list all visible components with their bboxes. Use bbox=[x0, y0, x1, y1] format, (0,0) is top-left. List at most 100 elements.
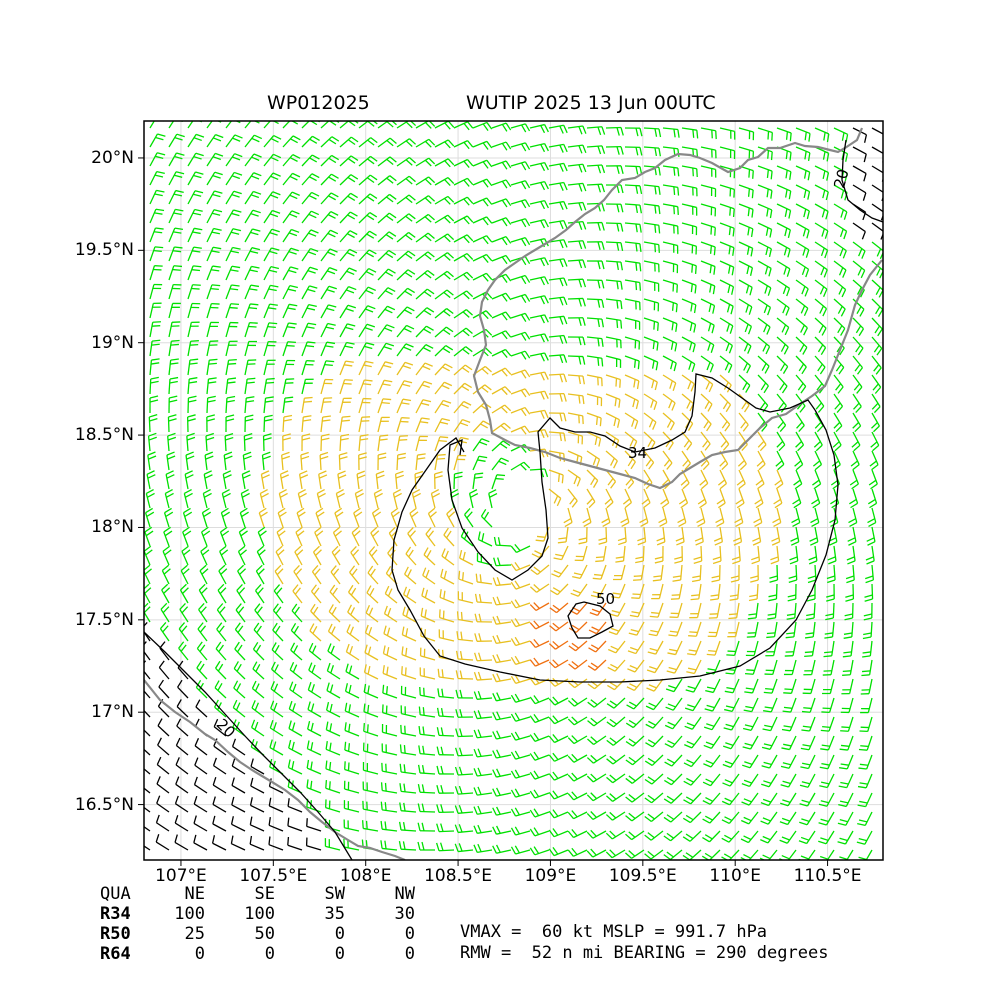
wind-barb bbox=[605, 450, 618, 469]
wind-barb bbox=[155, 834, 170, 851]
wind-barb bbox=[663, 830, 683, 842]
wind-barb bbox=[557, 526, 569, 544]
wind-barb bbox=[155, 814, 170, 832]
wind-barb bbox=[474, 593, 493, 604]
wind-barb bbox=[244, 414, 254, 433]
wind-barb bbox=[174, 834, 189, 851]
wind-barb bbox=[744, 678, 759, 694]
wind-barb bbox=[144, 526, 154, 547]
wind-barb bbox=[567, 374, 585, 385]
wind-barb bbox=[244, 396, 255, 414]
wind-barb bbox=[529, 620, 550, 630]
wind-barb bbox=[781, 735, 797, 751]
wind-barb bbox=[510, 618, 531, 628]
wind-barb bbox=[776, 431, 786, 452]
wind-barb bbox=[852, 298, 865, 317]
wind-barb bbox=[858, 849, 873, 860]
wind-barb bbox=[396, 343, 414, 357]
wind-barb bbox=[156, 795, 170, 813]
wind-barb bbox=[601, 507, 611, 528]
wind-barb bbox=[658, 507, 668, 528]
wind-barb bbox=[349, 565, 360, 585]
wind-barb bbox=[510, 331, 531, 341]
wind-barb bbox=[605, 412, 621, 428]
wind-barb bbox=[719, 127, 736, 140]
wind-barb bbox=[783, 659, 797, 676]
wind-barb bbox=[351, 526, 361, 547]
wind-barb bbox=[694, 526, 704, 546]
wind-barb bbox=[713, 526, 724, 546]
wind-barb bbox=[159, 622, 170, 642]
wind-barb bbox=[864, 564, 875, 584]
wind-barb bbox=[682, 811, 702, 824]
wind-barb bbox=[149, 133, 166, 148]
wind-barb bbox=[826, 564, 836, 584]
wind-barb bbox=[707, 621, 721, 638]
wind-barb bbox=[844, 602, 854, 621]
wind-barb bbox=[358, 212, 378, 224]
wind-barb bbox=[339, 360, 354, 376]
wind-barb bbox=[453, 454, 467, 471]
wind-barb bbox=[206, 134, 224, 148]
wind-barb bbox=[291, 603, 303, 623]
wind-barb bbox=[455, 728, 474, 738]
wind-barb bbox=[263, 359, 276, 376]
wind-barb bbox=[180, 564, 190, 585]
wind-barb bbox=[144, 507, 155, 528]
wind-barb bbox=[719, 260, 735, 276]
wind-barb bbox=[548, 659, 569, 669]
wind-barb bbox=[681, 450, 691, 470]
wind-barb bbox=[510, 293, 531, 304]
wind-barb bbox=[605, 317, 623, 329]
wind-barb bbox=[548, 809, 569, 819]
wind-barb bbox=[415, 453, 426, 471]
wind-barb bbox=[664, 754, 683, 767]
wind-barb bbox=[175, 776, 189, 794]
wind-barb bbox=[149, 246, 164, 262]
wind-barb bbox=[472, 197, 493, 207]
wind-barb bbox=[736, 469, 746, 490]
wind-barb bbox=[434, 326, 454, 338]
wind-barb bbox=[822, 678, 835, 695]
wind-barb bbox=[757, 127, 773, 141]
wind-barb bbox=[779, 811, 797, 826]
wind-barb bbox=[263, 396, 274, 414]
wind-barb bbox=[324, 799, 341, 813]
wind-barb bbox=[669, 602, 683, 619]
wind-barb bbox=[738, 260, 754, 276]
wind-barb bbox=[453, 400, 472, 414]
wind-barb bbox=[548, 277, 568, 287]
wind-barb bbox=[510, 312, 531, 322]
wind-barb bbox=[662, 260, 679, 274]
wind-barb bbox=[344, 683, 360, 699]
wind-barb bbox=[833, 317, 846, 336]
wind-barb bbox=[380, 801, 398, 813]
wind-barb bbox=[282, 322, 297, 338]
wind-barb bbox=[377, 324, 395, 338]
wind-barb bbox=[168, 265, 183, 281]
wind-barb bbox=[215, 660, 227, 680]
lat-tick-label: 16.5°N bbox=[74, 794, 134, 815]
wind-barb bbox=[149, 358, 160, 376]
wind-barb bbox=[510, 674, 531, 684]
wind-barb bbox=[772, 507, 782, 528]
wind-barb bbox=[168, 171, 185, 186]
wind-barb bbox=[760, 792, 778, 807]
wind-barb bbox=[625, 792, 645, 803]
wind-barb bbox=[213, 718, 227, 737]
wind-barb bbox=[358, 323, 376, 338]
wind-barb bbox=[814, 393, 825, 413]
wind-barb bbox=[415, 176, 436, 186]
wind-barb bbox=[743, 697, 759, 713]
wind-barb bbox=[240, 488, 250, 509]
wind-barb bbox=[353, 507, 363, 528]
wind-barb bbox=[851, 431, 861, 452]
wind-barb bbox=[605, 336, 622, 349]
wind-barb bbox=[320, 229, 339, 243]
wind-barb bbox=[792, 488, 802, 509]
wind-barb bbox=[434, 214, 455, 224]
wind-barb bbox=[415, 138, 436, 148]
lon-tick-label: 108°E bbox=[339, 866, 392, 886]
wind-barb bbox=[184, 470, 194, 490]
wind-barb bbox=[744, 659, 759, 675]
